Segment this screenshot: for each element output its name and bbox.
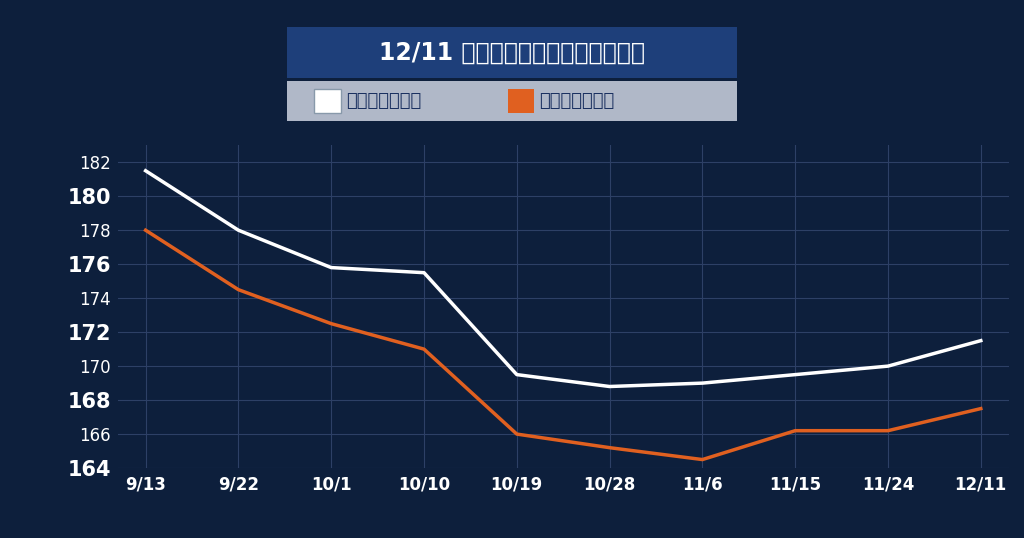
Text: 12/11 全国のガソリン平均価格推移: 12/11 全国のガソリン平均価格推移: [379, 40, 645, 65]
Text: レギュラー現金: レギュラー現金: [346, 92, 421, 110]
Text: レギュラー会員: レギュラー会員: [540, 92, 614, 110]
